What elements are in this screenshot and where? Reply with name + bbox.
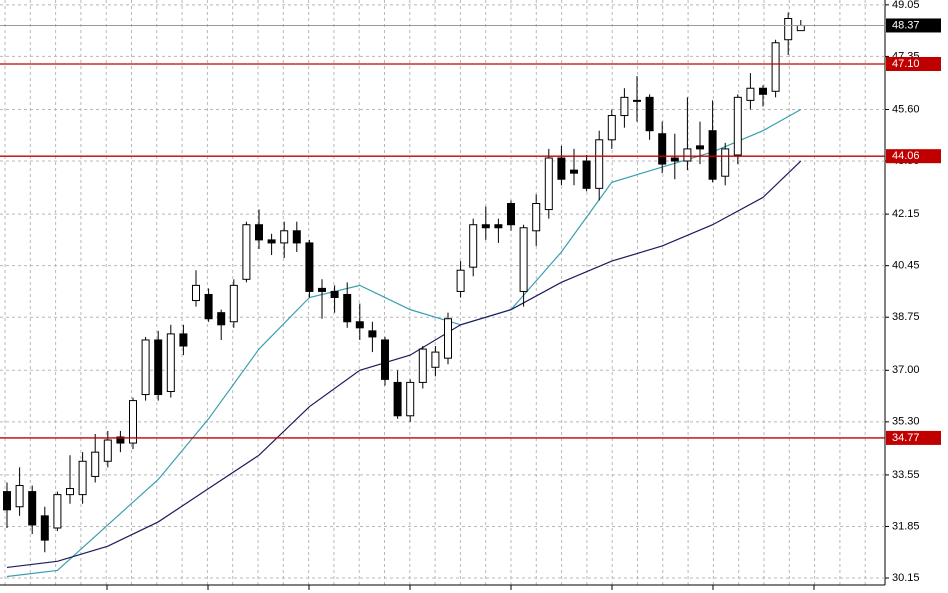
candle-body	[481, 224, 490, 229]
candle-body	[607, 115, 616, 141]
y-tick-label: 49.05	[892, 0, 920, 11]
candle-body	[166, 333, 175, 393]
candle-body	[633, 99, 641, 102]
candle-body	[784, 17, 793, 41]
candle-body	[91, 451, 100, 477]
candle-body	[544, 157, 553, 211]
candle-body	[570, 169, 578, 174]
candle-body	[708, 130, 717, 180]
candle-body	[217, 312, 226, 326]
moving-average-line	[6, 160, 802, 569]
candle-body	[582, 160, 591, 189]
level-label-box	[886, 149, 941, 164]
candle-body	[658, 133, 667, 165]
candle-body	[507, 202, 515, 226]
candle-body	[469, 224, 478, 268]
candle-body	[3, 491, 11, 511]
candle-body	[456, 269, 465, 292]
candle-body	[40, 515, 49, 541]
last-price-box	[886, 18, 941, 33]
candle-body	[746, 87, 755, 101]
candle-body	[242, 224, 251, 280]
candle-body	[670, 157, 679, 162]
candle-body	[494, 224, 503, 229]
candle-body	[292, 230, 301, 244]
vertical-grid	[4, 0, 866, 585]
candle-body	[557, 157, 566, 180]
y-tick-label: 30.15	[892, 572, 920, 584]
candle-body	[431, 351, 440, 368]
candle-body	[444, 318, 452, 359]
candle-body	[721, 148, 730, 177]
candle-body	[129, 400, 137, 444]
candle-body	[771, 42, 780, 92]
level-label: 34.77	[892, 432, 920, 444]
y-tick-label: 45.60	[892, 103, 920, 115]
candle-body	[683, 148, 692, 162]
candle-body	[355, 321, 364, 329]
candle-body	[796, 24, 805, 32]
candle-body	[103, 439, 112, 462]
candle-body	[204, 293, 213, 320]
candle-body	[318, 287, 326, 292]
candle-body	[255, 224, 263, 241]
candle-body	[267, 239, 276, 244]
candle-body	[406, 381, 415, 417]
candle-body	[141, 339, 150, 396]
candle-body	[28, 491, 37, 526]
candle-body	[519, 227, 528, 292]
candle-body	[393, 381, 402, 417]
candle-body	[154, 339, 163, 396]
candle-body	[78, 460, 87, 496]
candle-body	[192, 284, 200, 302]
level-label: 47.10	[892, 58, 920, 70]
candle-body	[179, 333, 188, 347]
candle-body	[620, 96, 629, 117]
candle-body	[343, 293, 352, 323]
candle-body	[280, 230, 289, 244]
y-tick-label: 37.00	[892, 364, 920, 376]
level-label-box	[886, 430, 941, 445]
candle-body	[116, 436, 125, 444]
candle-body	[759, 87, 767, 95]
candle-body	[53, 494, 62, 529]
candle-body	[532, 202, 541, 232]
candle-body	[595, 139, 604, 189]
candle-body	[696, 145, 704, 150]
y-tick-label: 35.30	[892, 416, 920, 428]
candle-body	[381, 339, 389, 380]
candle-body	[733, 96, 742, 156]
y-tick-label: 38.75	[892, 311, 920, 323]
level-label-box	[886, 56, 941, 71]
candle-body	[645, 96, 654, 132]
moving-average-line	[6, 108, 802, 578]
candle-body	[305, 242, 314, 292]
y-tick-label: 42.15	[892, 208, 920, 220]
y-tick-label: 31.85	[892, 520, 920, 532]
level-label: 44.06	[892, 150, 920, 162]
y-tick-label: 33.55	[892, 469, 920, 481]
candle-body	[229, 284, 238, 323]
candle-body	[368, 330, 377, 338]
candle-body	[418, 348, 427, 383]
candle-body	[15, 485, 24, 508]
candle-body	[66, 488, 74, 496]
last-price-label: 48.37	[892, 19, 920, 31]
y-tick-label: 40.45	[892, 260, 920, 272]
candle-body	[330, 290, 339, 299]
